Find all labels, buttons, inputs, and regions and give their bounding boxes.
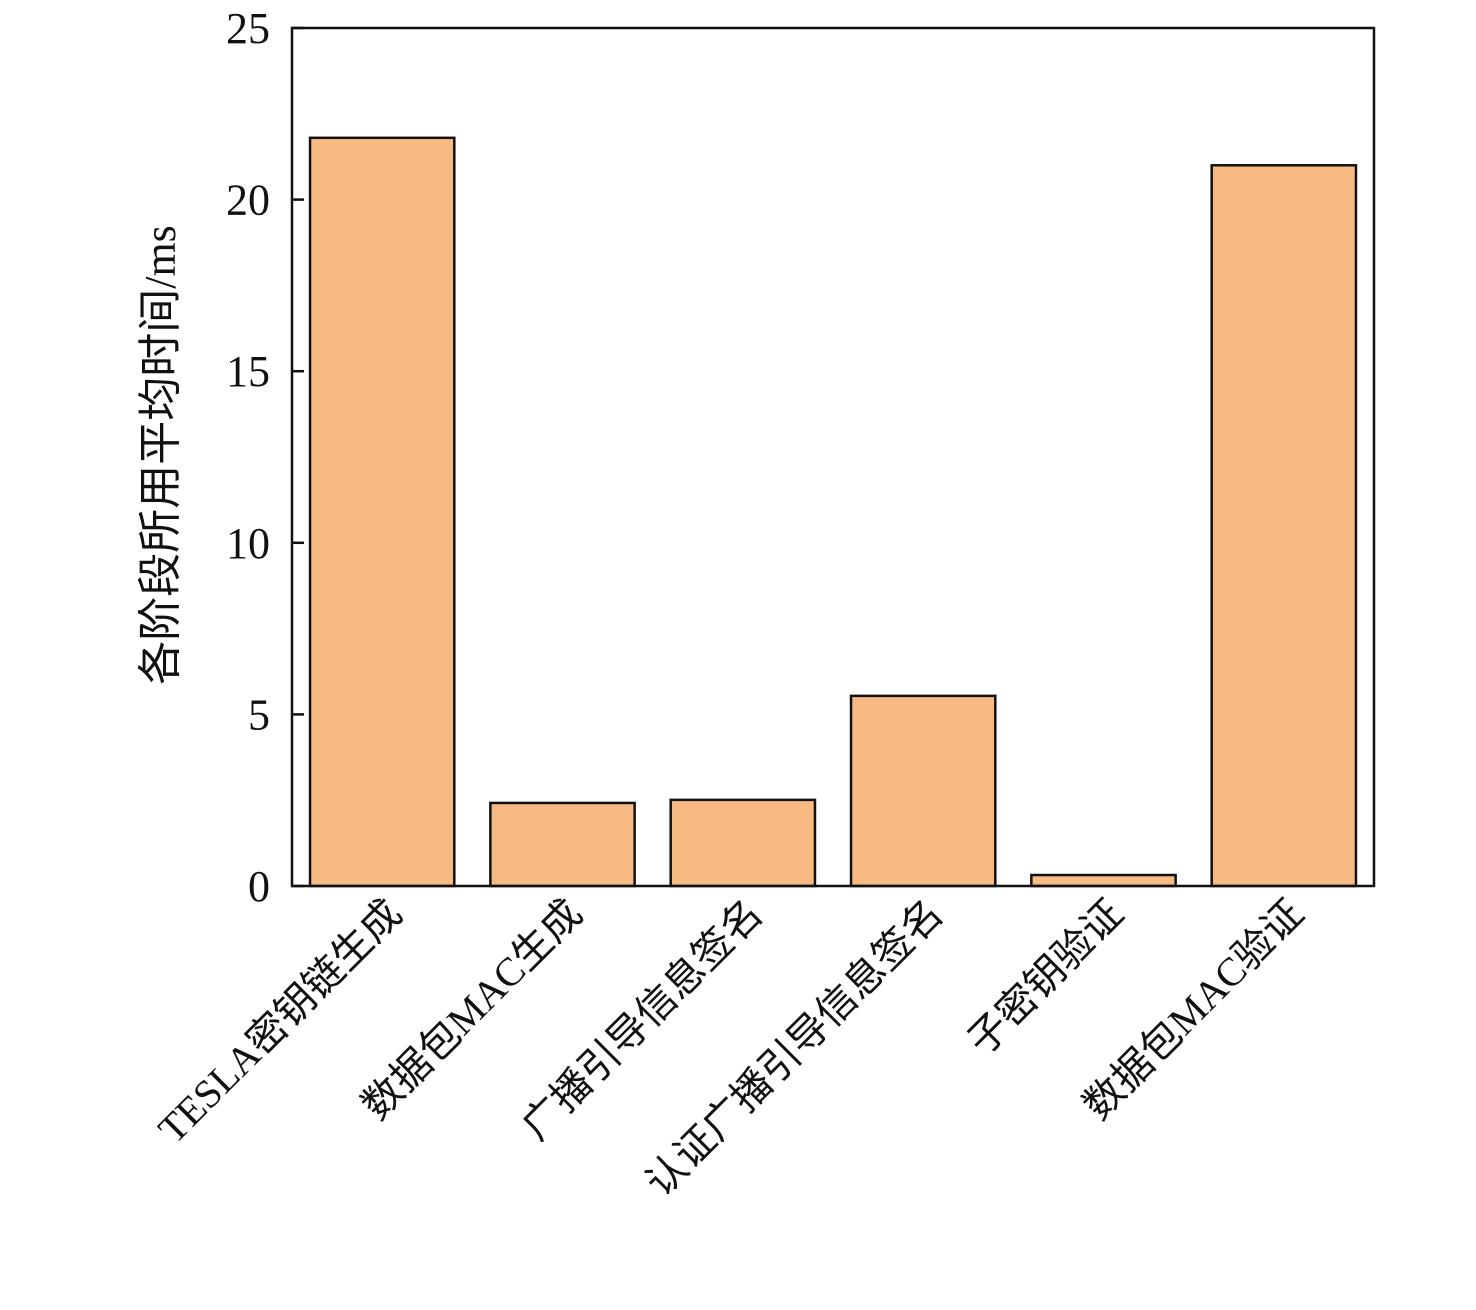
bar [669,798,817,888]
y-axis-label: 各阶段所用平均时间/ms [136,225,185,685]
bar [1210,164,1358,888]
y-tick-label: 20 [226,176,270,225]
bar [1030,873,1177,888]
y-tick-label: 25 [226,4,270,53]
plot-frame [290,26,1376,888]
bar [849,694,997,888]
x-tick-label: 认证广播引导信息签名 [637,891,952,1206]
y-tick-label: 10 [226,519,270,568]
x-tick-label: 子密钥验证 [959,891,1132,1064]
y-axis: 0 5 10 15 20 25 [226,4,304,911]
bar [308,136,456,888]
y-tick-label: 0 [248,862,270,911]
bar [489,801,636,888]
y-tick-label: 15 [226,347,270,396]
bars [308,136,1358,888]
y-tick-label: 5 [248,690,270,739]
